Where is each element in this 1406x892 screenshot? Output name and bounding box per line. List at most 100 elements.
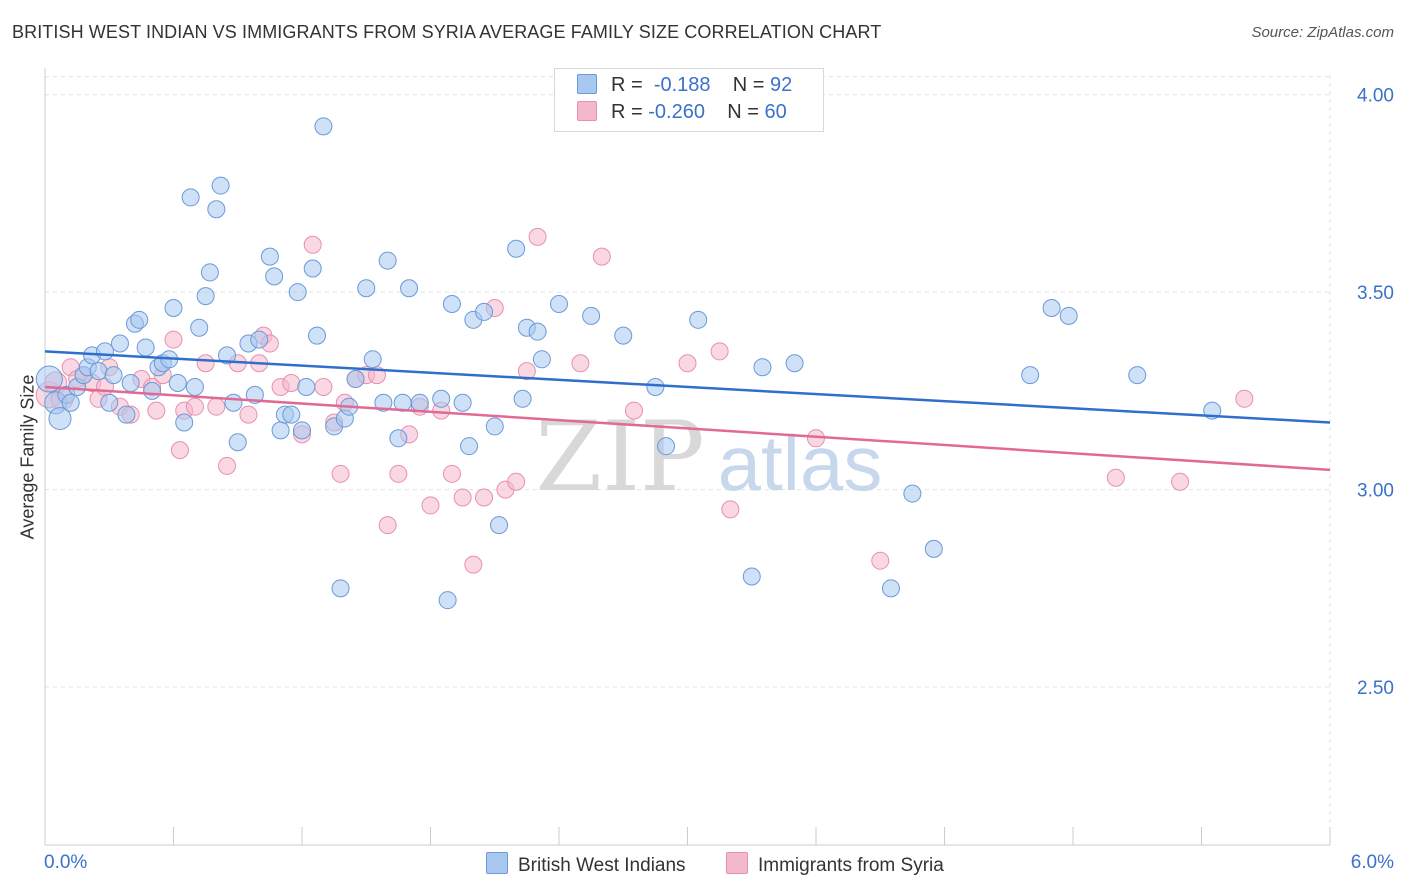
- bwi-point: [1042, 298, 1061, 317]
- bwi-point: [453, 393, 472, 412]
- bwi-point: [490, 516, 509, 535]
- bwi-point: [293, 421, 311, 440]
- bwi-point: [307, 326, 326, 345]
- bwi-point: [89, 362, 108, 381]
- bwi-point: [363, 350, 382, 369]
- bwi-point: [143, 381, 162, 400]
- syria-point: [303, 235, 322, 254]
- bwi-point: [1128, 366, 1147, 385]
- legend-swatch-blue: [577, 74, 597, 94]
- syria-point: [147, 401, 166, 420]
- watermark-atlas: atlas: [718, 419, 883, 507]
- syria-point: [442, 464, 461, 483]
- bwi-point: [389, 429, 408, 448]
- axes: [44, 68, 1331, 846]
- bwi-point: [200, 263, 219, 282]
- legend-row-syria: R = -0.260 N = 60: [577, 101, 787, 127]
- bwi-point: [95, 342, 114, 361]
- bwi-point: [400, 279, 419, 298]
- bwi-point: [331, 579, 350, 598]
- trend-lines: [44, 350, 1331, 472]
- bwi-point: [168, 374, 187, 392]
- bottom-legend-bwi: British West Indians: [486, 852, 686, 877]
- bwi-point: [410, 393, 429, 412]
- legend-r-label: R =: [611, 101, 643, 123]
- bwi-point: [207, 200, 226, 219]
- bwi-point: [475, 302, 494, 321]
- syria-point: [389, 464, 408, 483]
- bwi-point: [785, 354, 804, 373]
- bwi-point: [271, 421, 290, 440]
- bwi-point: [190, 318, 209, 337]
- syria-point: [571, 354, 590, 373]
- bwi-point: [164, 298, 183, 317]
- bwi-point: [48, 407, 72, 431]
- y-tick-label: 2.50: [1357, 678, 1394, 699]
- bwi-point: [1021, 366, 1040, 385]
- bwi-point: [314, 117, 333, 136]
- bwi-point: [104, 366, 123, 385]
- syria-point: [710, 342, 729, 361]
- legend-swatch-pink: [577, 101, 597, 121]
- bwi-point: [513, 389, 532, 408]
- bwi-point: [582, 306, 601, 325]
- syria-point: [378, 516, 397, 535]
- bwi-point: [121, 374, 140, 392]
- bwi-point: [460, 437, 479, 456]
- stats-legend: R = -0.188 N = 92 R = -0.260 N = 60: [554, 68, 824, 132]
- watermark-zip: ZIP: [535, 401, 704, 513]
- bwi-point: [175, 413, 194, 432]
- bwi-point: [532, 350, 551, 369]
- syria-point: [871, 551, 890, 570]
- bwi-point: [117, 405, 136, 424]
- series-bwi-points: [35, 117, 1222, 610]
- bottom-legend-swatch-blue: [486, 852, 508, 874]
- bwi-point: [657, 437, 676, 456]
- syria-point: [185, 397, 204, 416]
- bwi-point: [136, 338, 155, 357]
- watermark: ZIP atlas: [535, 401, 882, 513]
- y-tick-label: 3.00: [1357, 481, 1394, 502]
- syria-point: [218, 456, 237, 475]
- legend-r-label: R =: [611, 74, 643, 96]
- bwi-point: [211, 176, 230, 195]
- bwi-point: [35, 365, 63, 393]
- bottom-legend-swatch-pink: [726, 852, 748, 874]
- bwi-point: [224, 393, 243, 412]
- chart-title: BRITISH WEST INDIAN VS IMMIGRANTS FROM S…: [12, 22, 882, 42]
- syria-point: [678, 354, 697, 373]
- x-tick-max: 6.0%: [1350, 852, 1394, 873]
- bwi-point: [288, 283, 307, 302]
- bottom-legend-label-bwi: British West Indians: [518, 855, 686, 876]
- syria-point: [721, 500, 740, 519]
- legend-n-value-syria: 60: [764, 101, 787, 123]
- bwi-point: [265, 267, 284, 286]
- bwi-point: [442, 295, 461, 314]
- legend-n-label: N =: [732, 74, 765, 96]
- bwi-point: [61, 393, 80, 412]
- syria-point: [196, 354, 215, 373]
- bwi-point: [130, 310, 149, 329]
- bwi-point: [250, 330, 269, 349]
- syria-point: [624, 401, 643, 420]
- syria-point: [464, 555, 483, 574]
- syria-point: [282, 374, 301, 392]
- bwi-point: [881, 579, 900, 598]
- bwi-point: [282, 405, 301, 424]
- bwi-point: [110, 334, 129, 353]
- legend-r-value-syria: -0.260: [648, 101, 705, 123]
- bwi-point: [1059, 306, 1078, 325]
- legend-row-bwi: R = -0.188 N = 92: [577, 74, 792, 100]
- bwi-point: [228, 433, 247, 452]
- bwi-point: [181, 188, 200, 207]
- bwi-point: [753, 358, 772, 377]
- bwi-point: [378, 251, 397, 270]
- bwi-point: [260, 247, 279, 266]
- syria-point: [170, 441, 189, 460]
- syria-trend-line: [44, 385, 1331, 472]
- syria-point: [421, 496, 440, 515]
- legend-n-label: N =: [727, 101, 759, 123]
- bwi-point: [550, 295, 568, 314]
- bwi-point: [528, 322, 547, 341]
